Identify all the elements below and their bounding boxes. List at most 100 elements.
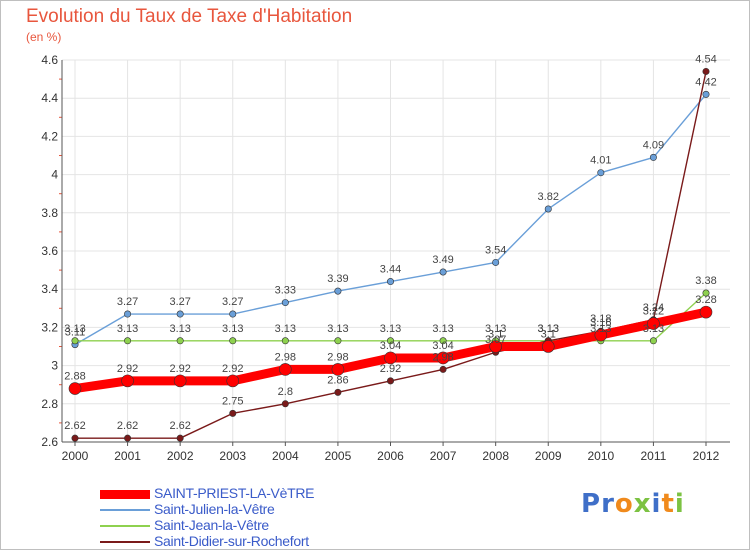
x-tick-label: 2011 — [641, 449, 667, 463]
data-label-3: 2.8 — [278, 386, 293, 398]
x-tick-label: 2005 — [325, 449, 352, 463]
series-point-3 — [386, 377, 394, 385]
data-label-3: 2.98 — [432, 351, 453, 363]
legend-label-saint-jean: Saint-Jean-la-Vêtre — [154, 517, 269, 533]
logo-letter: o — [614, 489, 634, 519]
series-point-3 — [439, 365, 447, 373]
data-label-0: 3.1 — [541, 329, 556, 341]
x-tick-label: 2009 — [535, 449, 562, 463]
series-point-0 — [489, 340, 502, 353]
y-tick-label: 3.4 — [41, 282, 58, 296]
series-point-0 — [331, 363, 345, 376]
data-label-0: 3.1 — [488, 329, 503, 341]
series-point-2 — [334, 337, 342, 345]
legend-item-saint-jean: Saint-Jean-la-Vêtre — [100, 517, 360, 534]
data-label-0: 3.16 — [590, 317, 611, 329]
data-label-0: 2.98 — [275, 351, 296, 363]
data-label-2: 3.13 — [327, 323, 348, 335]
logo-letter: i — [651, 489, 662, 519]
data-label-0: 3.04 — [432, 340, 453, 352]
y-tick-label: 4.4 — [41, 91, 58, 105]
series-point-0 — [699, 305, 713, 319]
series-point-1 — [702, 90, 710, 98]
data-label-1: 3.44 — [380, 264, 401, 276]
x-tick-label: 2000 — [62, 449, 89, 463]
proxiti-logo[interactable]: Proxiti — [581, 489, 685, 519]
series-point-0 — [436, 351, 450, 365]
series-point-2 — [439, 337, 447, 345]
series-point-2 — [71, 337, 79, 345]
data-label-3: 2.62 — [117, 420, 138, 432]
y-tick-label: 4.6 — [41, 53, 58, 67]
y-tick-label: 4.2 — [41, 129, 58, 143]
y-tick-label: 3.2 — [41, 320, 58, 334]
y-tick-label: 2.8 — [41, 397, 58, 411]
logo-letter: i — [674, 489, 685, 519]
legend: SAINT-PRIEST-LA-VèTRE Saint-Julien-la-Vê… — [100, 485, 360, 550]
data-label-0: 3.04 — [380, 340, 401, 352]
series-point-1 — [597, 169, 605, 177]
legend-item-saint-didier: Saint-Didier-sur-Rochefort — [100, 533, 360, 550]
logo-letter: r — [601, 489, 615, 519]
legend-label-saint-julien: Saint-Julien-la-Vêtre — [154, 501, 275, 517]
series-point-3 — [176, 434, 184, 442]
data-label-1: 4.42 — [695, 76, 716, 88]
x-tick-label: 2003 — [219, 449, 246, 463]
legend-item-saint-priest: SAINT-PRIEST-LA-VèTRE — [100, 485, 360, 502]
x-tick-label: 2008 — [482, 449, 509, 463]
series-point-2 — [229, 337, 237, 345]
series-point-3 — [71, 434, 79, 442]
series-point-1 — [334, 287, 342, 295]
series-point-2 — [124, 337, 132, 345]
series-point-2 — [281, 337, 289, 345]
series-point-0 — [384, 351, 397, 365]
data-label-2: 3.13 — [590, 323, 611, 335]
legend-label-saint-didier: Saint-Didier-sur-Rochefort — [154, 533, 309, 549]
series-point-1 — [176, 310, 184, 318]
legend-label-saint-priest: SAINT-PRIEST-LA-VèTRE — [154, 485, 315, 501]
data-label-1: 3.82 — [538, 191, 559, 203]
legend-swatch-saint-jean — [100, 525, 150, 527]
series-point-3 — [124, 434, 132, 442]
x-tick-label: 2010 — [587, 449, 614, 463]
series-point-1 — [649, 153, 657, 161]
series-point-1 — [124, 310, 132, 318]
x-tick-label: 2001 — [114, 449, 141, 463]
data-label-1: 3.33 — [275, 285, 296, 297]
series-point-3 — [702, 67, 710, 75]
data-label-2: 3.13 — [643, 323, 664, 335]
series-point-0 — [226, 374, 240, 388]
series-point-1 — [492, 258, 500, 266]
data-label-1: 3.27 — [117, 296, 138, 308]
data-label-0: 3.28 — [695, 294, 716, 306]
x-tick-label: 2006 — [377, 449, 404, 463]
series-point-0 — [121, 374, 134, 388]
data-label-3: 3.24 — [643, 302, 664, 314]
data-label-1: 3.27 — [222, 296, 243, 308]
data-label-3: 3.18 — [590, 313, 611, 325]
legend-item-saint-julien: Saint-Julien-la-Vêtre — [100, 501, 360, 518]
data-label-1: 4.01 — [590, 155, 611, 167]
data-label-1: 3.49 — [432, 254, 453, 266]
data-label-0: 2.92 — [169, 363, 190, 375]
data-label-2: 3.38 — [695, 275, 716, 287]
series-point-3 — [281, 400, 289, 408]
data-label-0: 3.22 — [643, 306, 664, 318]
series-point-3 — [229, 409, 237, 417]
series-point-0 — [279, 363, 292, 376]
data-label-3: 3.13 — [538, 323, 559, 335]
y-tick-label: 2.6 — [41, 435, 58, 449]
chart-title: Evolution du Taux de Taxe d'Habitation — [26, 6, 353, 27]
x-tick-label: 2002 — [167, 449, 194, 463]
data-label-0: 2.92 — [222, 363, 243, 375]
x-tick-label: 2012 — [693, 449, 720, 463]
data-label-2: 3.13 — [432, 323, 453, 335]
legend-swatch-saint-julien — [100, 509, 150, 511]
data-label-3: 2.75 — [222, 395, 243, 407]
data-label-1: 3.39 — [327, 273, 348, 285]
series-point-0 — [173, 374, 187, 388]
data-label-2: 3.13 — [485, 323, 506, 335]
series-point-1 — [281, 299, 289, 307]
data-label-2: 3.13 — [64, 323, 85, 335]
